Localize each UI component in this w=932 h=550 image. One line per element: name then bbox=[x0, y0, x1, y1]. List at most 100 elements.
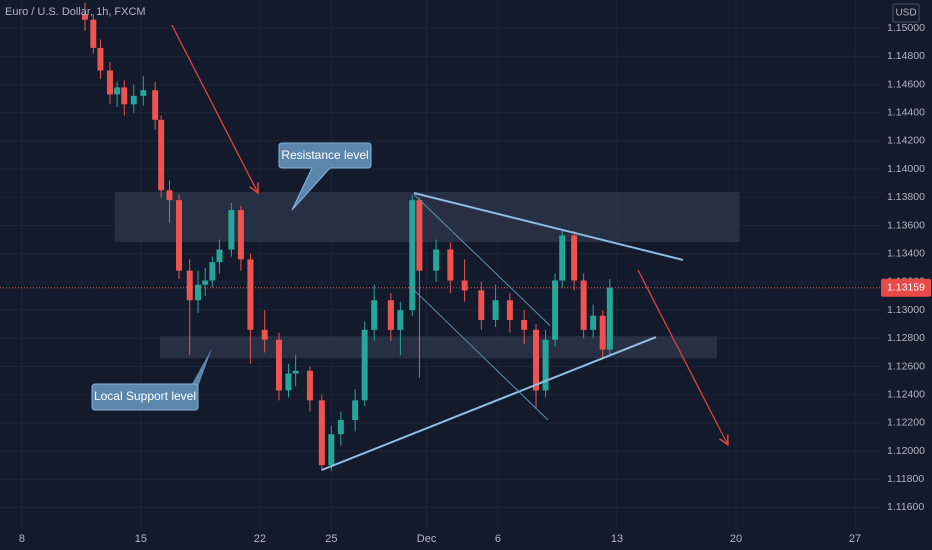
trendline bbox=[321, 336, 657, 471]
trendline bbox=[413, 192, 684, 261]
candle-body bbox=[130, 95, 137, 105]
candle-body bbox=[506, 300, 513, 320]
candle-body bbox=[433, 249, 440, 271]
candle-body bbox=[337, 420, 344, 435]
candle-body bbox=[571, 235, 578, 281]
zone bbox=[114, 191, 740, 243]
candle-body bbox=[533, 329, 540, 391]
grid bbox=[0, 0, 880, 530]
y-tick-label: 1.14200 bbox=[887, 135, 925, 147]
axes: 1.15000 1.14800 1.14600 1.14400 1.14200 1.140… bbox=[19, 22, 931, 545]
y-tick-label: 1.14600 bbox=[887, 78, 925, 90]
candle-body bbox=[114, 87, 121, 95]
candle-body bbox=[352, 400, 359, 421]
candle-body bbox=[447, 249, 454, 281]
candle-body bbox=[237, 210, 244, 260]
x-tick-label: Dec bbox=[417, 533, 437, 545]
candle-body bbox=[397, 310, 404, 330]
candle-body bbox=[580, 280, 587, 330]
candle-body bbox=[599, 315, 606, 350]
chart-title: Euro / U.S. Dollar, 1h, FXCM bbox=[5, 6, 146, 18]
y-tick-label: 1.13000 bbox=[887, 304, 925, 316]
last-price-label: 1.13159 bbox=[887, 281, 925, 293]
candle-body bbox=[521, 319, 528, 330]
y-tick-label: 1.12000 bbox=[887, 445, 925, 457]
y-tick-label: 1.13600 bbox=[887, 219, 925, 231]
callout-text: Local Support level bbox=[94, 389, 196, 403]
candle-body bbox=[590, 315, 597, 330]
candle-body bbox=[478, 290, 485, 320]
currency-box bbox=[892, 3, 920, 23]
x-tick-label: 13 bbox=[611, 533, 623, 545]
candle-body bbox=[195, 284, 202, 301]
x-tick-label: 15 bbox=[135, 533, 147, 545]
y-tick-label: 1.12200 bbox=[887, 417, 925, 429]
candle-body bbox=[559, 235, 566, 281]
y-tick-label: 1.14400 bbox=[887, 107, 925, 119]
candle-body bbox=[106, 70, 113, 95]
time-axis bbox=[0, 530, 932, 550]
x-tick-label: 20 bbox=[730, 533, 742, 545]
candle-body bbox=[81, 14, 88, 20]
arrow bbox=[171, 24, 258, 193]
candle-body bbox=[292, 370, 299, 374]
candle-body bbox=[209, 262, 216, 281]
candle-body bbox=[216, 249, 223, 263]
candle-body bbox=[461, 280, 468, 291]
candle-body bbox=[202, 280, 209, 285]
y-tick-label: 1.14000 bbox=[887, 163, 925, 175]
candle-body bbox=[158, 119, 165, 191]
callout-box bbox=[91, 383, 199, 411]
y-tick-label: 1.12600 bbox=[887, 360, 925, 372]
candle-body bbox=[416, 200, 423, 271]
candle-body bbox=[247, 259, 254, 330]
y-tick-label: 1.13800 bbox=[887, 191, 925, 203]
x-tick-label: 6 bbox=[495, 533, 501, 545]
currency: USD bbox=[895, 8, 916, 19]
x-tick-label: 27 bbox=[849, 533, 861, 545]
x-tick-label: 25 bbox=[325, 533, 337, 545]
x-tick-label: 8 bbox=[19, 533, 25, 545]
candle-body bbox=[152, 90, 159, 120]
candle-body bbox=[606, 287, 613, 350]
candle-body bbox=[140, 90, 147, 96]
y-tick-label: 1.11600 bbox=[887, 501, 924, 513]
candle-body bbox=[492, 300, 499, 320]
trendline bbox=[413, 289, 549, 421]
candle-body bbox=[552, 280, 559, 340]
price-axis bbox=[880, 0, 932, 550]
candle-body bbox=[361, 329, 368, 401]
candle-body bbox=[228, 210, 235, 250]
candle-body bbox=[328, 434, 335, 466]
resistance-callout: Resistance level bbox=[278, 142, 372, 211]
support-callout: Local Support level bbox=[91, 348, 212, 411]
candle-body bbox=[542, 339, 549, 391]
candle-body bbox=[275, 339, 282, 391]
candle-body bbox=[387, 300, 394, 330]
candle-body bbox=[186, 270, 193, 301]
callout-box bbox=[278, 142, 372, 211]
candle-body bbox=[90, 19, 97, 48]
y-tick-label: 1.14800 bbox=[887, 50, 925, 62]
candles bbox=[81, 2, 613, 471]
x-tick-label: 22 bbox=[254, 533, 266, 545]
candle-body bbox=[306, 370, 313, 401]
candle-body bbox=[261, 329, 268, 340]
candle-body bbox=[409, 200, 416, 311]
zone bbox=[159, 336, 717, 359]
last-price-box bbox=[881, 278, 931, 297]
y-tick-label: 1.11800 bbox=[887, 473, 924, 485]
y-tick-label: 1.15000 bbox=[887, 22, 925, 34]
callout-text: Resistance level bbox=[281, 148, 368, 162]
candle-body bbox=[121, 87, 128, 105]
zones bbox=[114, 191, 740, 359]
candle-body bbox=[166, 190, 173, 201]
y-tick-label: 1.13400 bbox=[887, 248, 925, 260]
trendline bbox=[413, 194, 551, 326]
candle-body bbox=[371, 300, 378, 330]
candle-body bbox=[285, 373, 292, 391]
y-tick-label: 1.12400 bbox=[887, 388, 925, 400]
candle-body bbox=[318, 400, 325, 466]
